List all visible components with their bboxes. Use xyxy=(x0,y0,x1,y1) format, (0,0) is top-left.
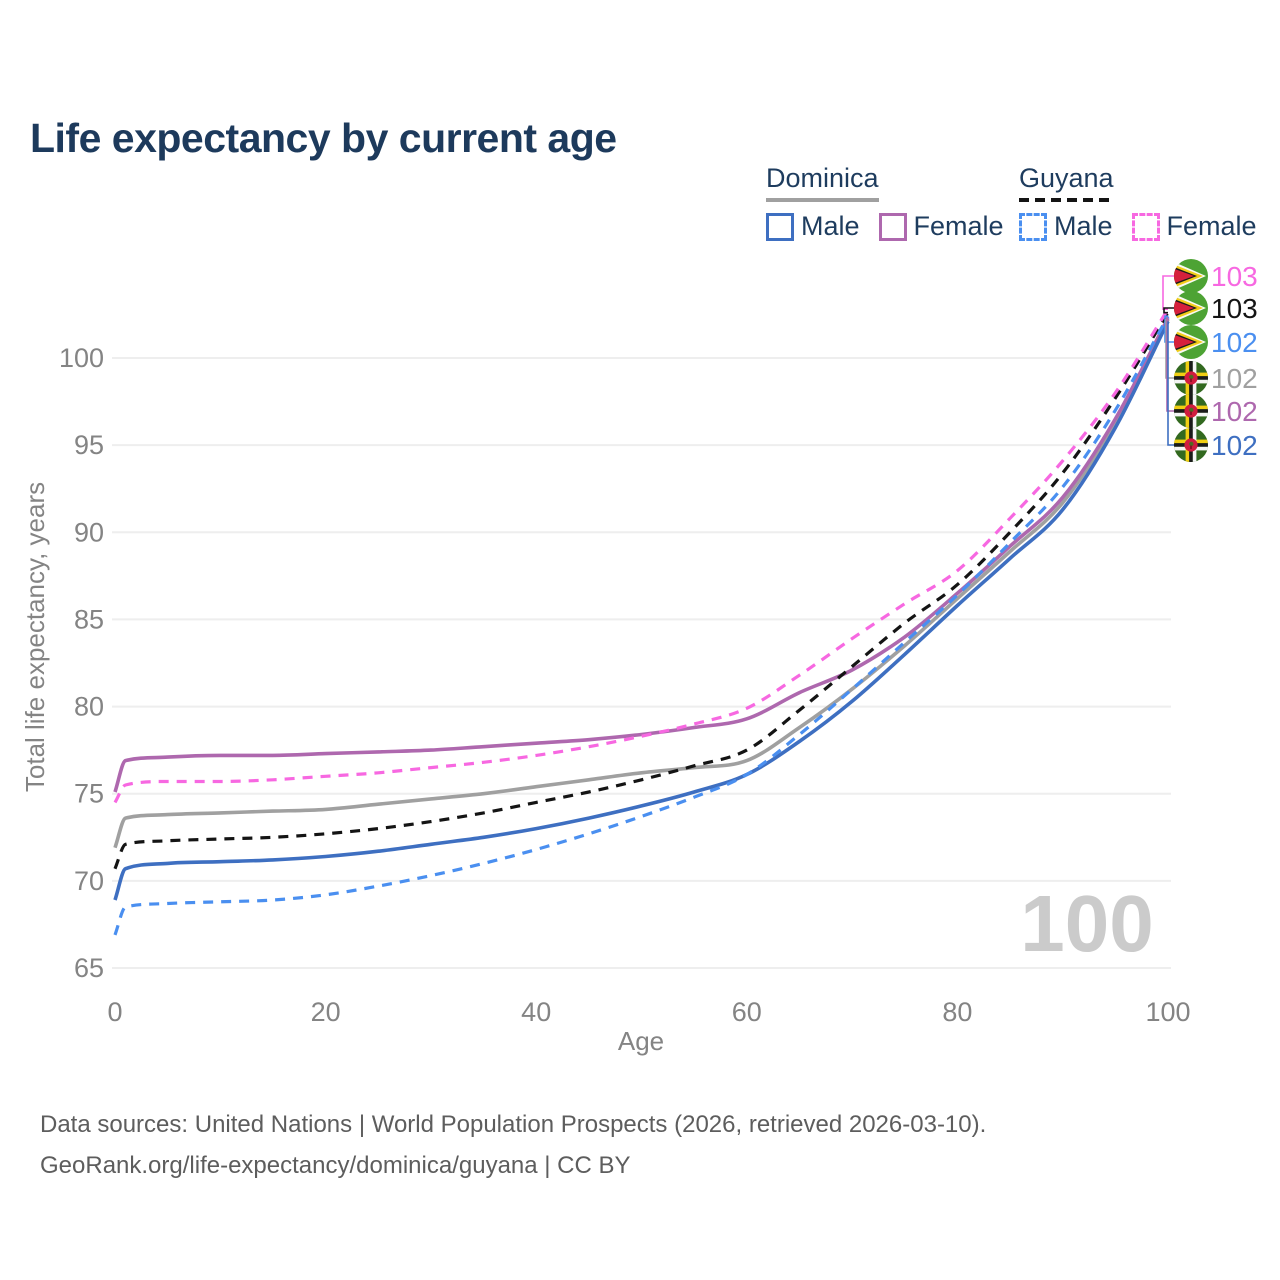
x-tick-label: 80 xyxy=(942,997,972,1027)
guyana-flag-icon xyxy=(1174,259,1208,293)
page-title: Life expectancy by current age xyxy=(30,115,617,162)
dominica-flag-icon xyxy=(1174,428,1208,462)
end-value-label: 103 xyxy=(1211,261,1258,292)
source-line-2: GeoRank.org/life-expectancy/dominica/guy… xyxy=(40,1152,631,1179)
leader-line xyxy=(1162,275,1174,310)
dominica-flag-icon xyxy=(1174,394,1208,428)
end-value-label: 102 xyxy=(1211,327,1258,358)
series-line-guyana_female[interactable] xyxy=(113,308,1170,804)
y-tick-label: 100 xyxy=(59,343,104,373)
y-tick-label: 90 xyxy=(74,517,104,547)
legend-underline-guyana xyxy=(1019,198,1114,202)
series-line-guyana_total[interactable] xyxy=(113,311,1170,870)
legend-item-label: Male xyxy=(801,211,860,241)
leader-line xyxy=(1163,307,1174,314)
x-tick-label: 40 xyxy=(521,997,551,1027)
legend-item-label: Male xyxy=(1054,211,1113,241)
x-axis-title: Age xyxy=(618,1026,664,1056)
guyana-female-swatch-icon xyxy=(1131,212,1160,241)
end-value-label: 103 xyxy=(1211,293,1258,324)
x-tick-label: 20 xyxy=(311,997,341,1027)
legend-item-guyana-female[interactable]: Female xyxy=(1131,211,1257,242)
series-line-dominica_total[interactable] xyxy=(113,318,1170,849)
dominica-female-swatch-icon xyxy=(878,212,907,241)
series-line-dominica_female[interactable] xyxy=(113,317,1170,793)
end-value-label: 102 xyxy=(1211,430,1258,461)
leader-line xyxy=(1166,317,1174,412)
dominica-flag-icon xyxy=(1174,361,1208,395)
legend-item-label: Female xyxy=(1166,211,1257,241)
legend-country-guyana[interactable]: Guyana xyxy=(1019,163,1114,193)
watermark-label: 100 xyxy=(1020,879,1153,968)
x-tick-label: 100 xyxy=(1145,997,1190,1027)
line-chart: 65 70 75 80 85 90 95 100 0 20 40 60 80 100 Age Total li… xyxy=(20,0,1258,1056)
series-line-guyana_male[interactable] xyxy=(113,315,1170,936)
leader-line xyxy=(1164,315,1174,343)
source-note: Data sources: United Nations | World Pop… xyxy=(40,1104,986,1186)
dominica-male-swatch-icon xyxy=(766,212,794,241)
legend-item-dominica-female[interactable]: Female xyxy=(878,211,1004,242)
legend-item-dominica-male[interactable]: Male xyxy=(766,211,860,242)
x-tick-label: 0 xyxy=(107,997,122,1027)
legend-group-dominica: Dominica Male Female xyxy=(766,163,1023,242)
x-tick-label: 60 xyxy=(732,997,762,1027)
y-tick-label: 85 xyxy=(74,604,104,634)
series-line-dominica_male[interactable] xyxy=(113,320,1170,901)
y-tick-label: 70 xyxy=(74,866,104,896)
guyana-male-swatch-icon xyxy=(1019,212,1047,241)
end-value-label: 102 xyxy=(1211,363,1258,394)
guyana-flag-icon xyxy=(1174,325,1208,359)
y-axis-title: Total life expectancy, years xyxy=(20,482,50,792)
source-line-1: Data sources: United Nations | World Pop… xyxy=(40,1111,987,1138)
end-value-label: 102 xyxy=(1211,396,1258,427)
y-tick-label: 95 xyxy=(74,430,104,460)
legend-country-dominica[interactable]: Dominica xyxy=(766,163,879,193)
y-tick-label: 65 xyxy=(74,953,104,983)
guyana-flag-icon xyxy=(1174,291,1208,325)
legend-item-guyana-male[interactable]: Male xyxy=(1019,211,1113,242)
y-tick-label: 75 xyxy=(74,779,104,809)
leader-line xyxy=(1167,321,1174,446)
y-tick-label: 80 xyxy=(74,692,104,722)
legend-group-guyana: Guyana Male Female xyxy=(1019,163,1276,242)
legend-underline-dominica xyxy=(766,198,879,202)
legend-item-label: Female xyxy=(913,211,1004,241)
